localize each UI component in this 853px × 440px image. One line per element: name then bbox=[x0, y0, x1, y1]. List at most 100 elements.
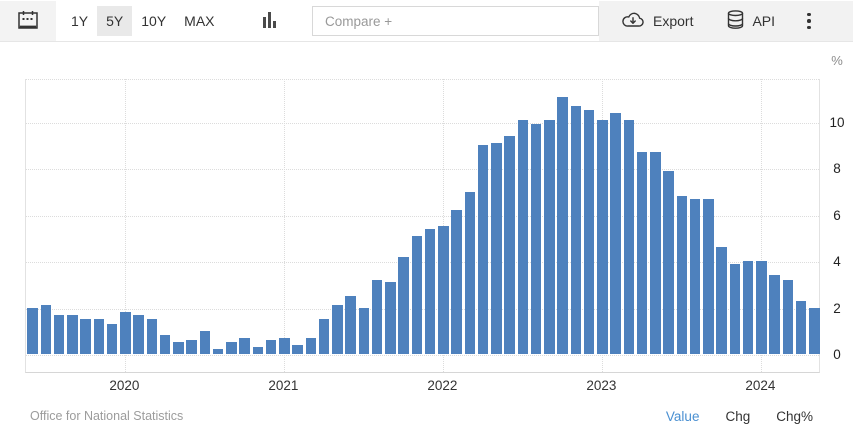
database-icon bbox=[727, 9, 744, 33]
bar-2021-07[interactable] bbox=[358, 307, 370, 354]
gridline-horizontal-4 bbox=[26, 262, 819, 264]
x-axis-year-label-2021: 2021 bbox=[268, 378, 299, 393]
bar-2019-06[interactable] bbox=[27, 307, 38, 354]
y-axis-unit-label: % bbox=[831, 53, 843, 68]
gridline-horizontal-2 bbox=[26, 308, 819, 310]
bar-2023-01[interactable] bbox=[597, 119, 608, 354]
bar-2020-02[interactable] bbox=[133, 314, 144, 354]
bar-2021-04[interactable] bbox=[318, 319, 330, 354]
gridline-horizontal-12 bbox=[26, 79, 819, 80]
bar-2023-04[interactable] bbox=[636, 152, 648, 354]
range-button-1y[interactable]: 1Y bbox=[62, 6, 97, 36]
bar-2019-11[interactable] bbox=[93, 319, 105, 354]
bar-2023-11[interactable] bbox=[729, 263, 741, 354]
bar-2021-05[interactable] bbox=[332, 305, 343, 354]
bar-2022-02[interactable] bbox=[451, 210, 462, 354]
range-button-10y[interactable]: 10Y bbox=[132, 6, 175, 36]
range-button-5y[interactable]: 5Y bbox=[97, 5, 133, 36]
bar-2024-01[interactable] bbox=[756, 261, 767, 354]
bar-2023-12[interactable] bbox=[742, 261, 754, 354]
bar-2024-03[interactable] bbox=[782, 279, 794, 354]
plot-area[interactable] bbox=[25, 79, 820, 373]
calendar-button[interactable] bbox=[0, 1, 56, 41]
bar-2022-06[interactable] bbox=[504, 135, 515, 354]
bar-2021-01[interactable] bbox=[279, 337, 290, 354]
bar-2022-12[interactable] bbox=[583, 110, 595, 354]
bar-2021-06[interactable] bbox=[345, 296, 356, 354]
bar-2024-02[interactable] bbox=[769, 275, 780, 354]
x-axis-year-label-2020: 2020 bbox=[109, 378, 140, 393]
gridline-year-2020 bbox=[125, 79, 127, 372]
bar-2023-07[interactable] bbox=[676, 196, 688, 354]
api-label: API bbox=[752, 13, 776, 29]
bar-2019-09[interactable] bbox=[67, 314, 78, 354]
kebab-menu-button[interactable] bbox=[803, 9, 815, 34]
bar-2021-02[interactable] bbox=[292, 344, 303, 354]
bar-2022-03[interactable] bbox=[464, 191, 476, 354]
mode-link-value[interactable]: Value bbox=[665, 408, 700, 424]
bar-2022-08[interactable] bbox=[530, 124, 542, 354]
chart-type-button[interactable] bbox=[250, 0, 288, 41]
bar-2020-05[interactable] bbox=[173, 342, 184, 354]
bar-2020-07[interactable] bbox=[199, 330, 211, 354]
bar-2023-05[interactable] bbox=[650, 152, 661, 354]
gridline-horizontal-0 bbox=[26, 355, 819, 356]
bar-2020-01[interactable] bbox=[120, 312, 131, 354]
compare-input[interactable] bbox=[312, 6, 599, 36]
data-source-label: Office for National Statistics bbox=[30, 409, 184, 423]
bar-2023-10[interactable] bbox=[716, 247, 727, 354]
gridline-year-2022 bbox=[443, 79, 445, 372]
bar-2020-08[interactable] bbox=[212, 349, 224, 354]
gridline-year-2021 bbox=[284, 79, 286, 372]
bar-2022-01[interactable] bbox=[438, 226, 449, 354]
api-button[interactable]: API bbox=[727, 9, 776, 33]
bar-2020-09[interactable] bbox=[226, 342, 237, 354]
bar-2020-03[interactable] bbox=[146, 319, 158, 354]
bar-2023-02[interactable] bbox=[610, 112, 621, 354]
bar-2020-10[interactable] bbox=[239, 337, 250, 354]
bar-2023-03[interactable] bbox=[623, 119, 635, 354]
export-label: Export bbox=[653, 13, 694, 29]
bar-2022-04[interactable] bbox=[477, 145, 489, 354]
gridline-horizontal-10 bbox=[26, 123, 819, 124]
mode-link-chg[interactable]: Chg bbox=[725, 408, 751, 424]
bar-2023-08[interactable] bbox=[689, 198, 701, 354]
bar-2019-07[interactable] bbox=[40, 305, 52, 354]
bar-2024-05[interactable] bbox=[809, 307, 820, 354]
bar-2022-09[interactable] bbox=[544, 119, 555, 354]
bar-2023-09[interactable] bbox=[703, 198, 714, 354]
y-axis-tick-label-10: 10 bbox=[829, 115, 845, 130]
bar-2022-07[interactable] bbox=[517, 119, 529, 354]
bar-2020-11[interactable] bbox=[252, 347, 264, 354]
bar-2021-12[interactable] bbox=[424, 228, 436, 354]
bar-2020-12[interactable] bbox=[265, 340, 277, 354]
bar-2021-11[interactable] bbox=[411, 235, 423, 354]
y-axis-tick-label-4: 4 bbox=[833, 254, 841, 270]
bar-2021-03[interactable] bbox=[305, 337, 317, 354]
range-button-max[interactable]: MAX bbox=[175, 6, 223, 36]
bar-2022-11[interactable] bbox=[570, 105, 582, 354]
footer: Office for National Statistics Value Chg C… bbox=[0, 400, 853, 440]
bar-2019-12[interactable] bbox=[106, 323, 118, 354]
bar-2021-08[interactable] bbox=[371, 279, 383, 354]
bar-2024-04[interactable] bbox=[795, 300, 807, 354]
x-axis-year-label-2022: 2022 bbox=[427, 378, 458, 393]
bar-2021-10[interactable] bbox=[398, 256, 409, 354]
bar-2021-09[interactable] bbox=[385, 282, 396, 354]
bar-2023-06[interactable] bbox=[663, 170, 674, 354]
bar-2022-05[interactable] bbox=[491, 142, 502, 354]
x-axis-year-label-2023: 2023 bbox=[586, 378, 617, 393]
bar-2019-08[interactable] bbox=[53, 314, 65, 354]
export-button[interactable]: Export bbox=[621, 11, 693, 31]
chart-area: % 0 2 4 6 8 10 2020 2021 2022 2023 2024 bbox=[0, 42, 853, 400]
mode-link-chgpct[interactable]: Chg% bbox=[776, 408, 813, 424]
column-chart-icon bbox=[262, 12, 276, 28]
bar-2019-10[interactable] bbox=[80, 319, 91, 354]
bar-2022-10[interactable] bbox=[557, 96, 568, 354]
calendar-icon bbox=[17, 10, 39, 33]
bar-2020-04[interactable] bbox=[159, 335, 171, 354]
display-mode-links: Value Chg Chg% bbox=[666, 409, 813, 424]
bar-2020-06[interactable] bbox=[186, 340, 197, 354]
